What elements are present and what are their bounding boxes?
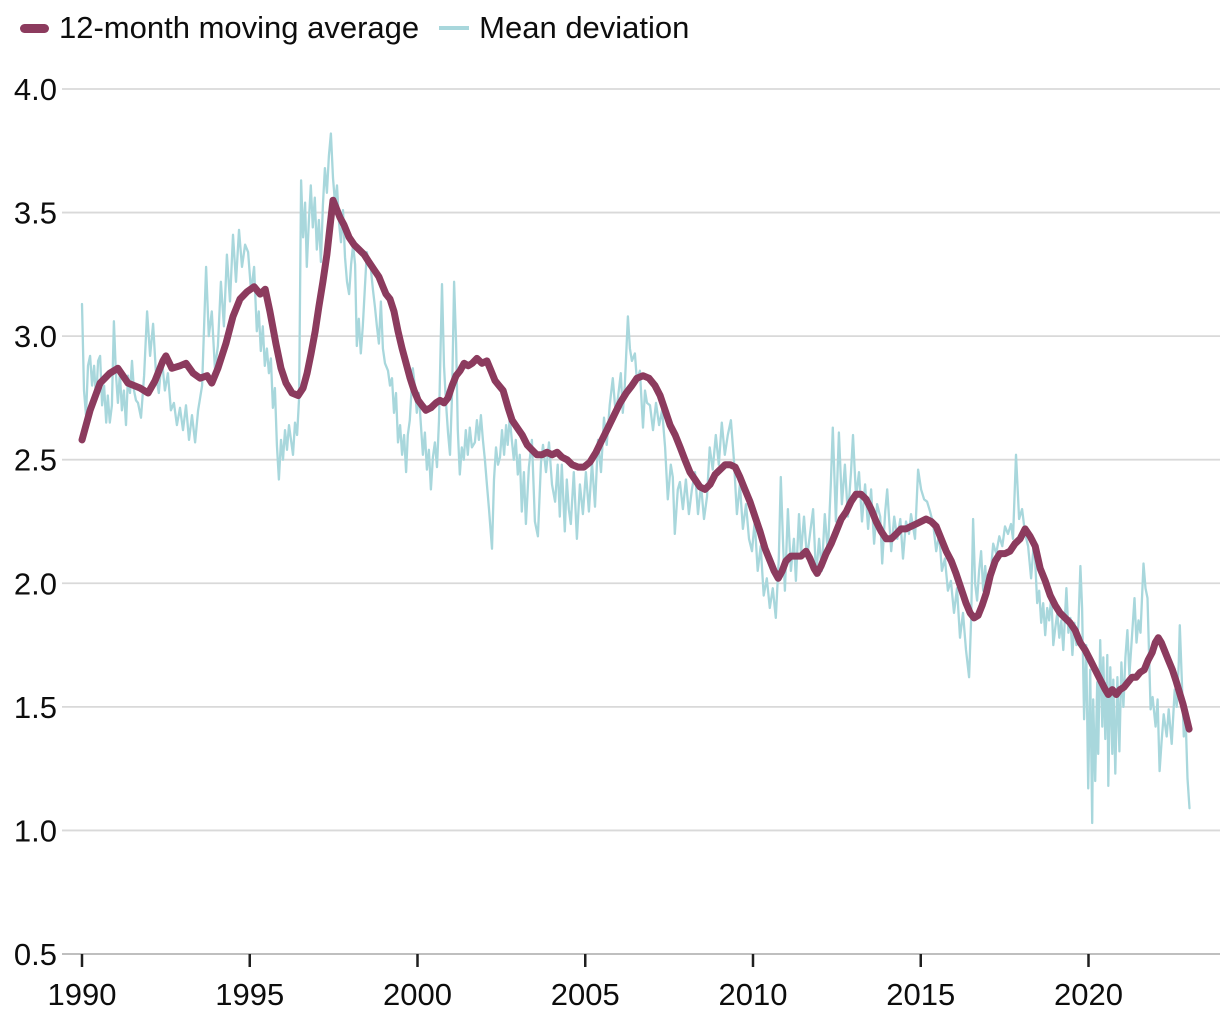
chart-legend: 12-month moving average Mean deviation <box>20 8 689 48</box>
x-tick-label: 1995 <box>215 977 284 1012</box>
moving-average-swatch-icon <box>20 23 49 33</box>
legend-item-moving-average: 12-month moving average <box>20 8 419 48</box>
legend-item-mean-deviation: Mean deviation <box>439 8 689 48</box>
x-tick-label: 2000 <box>383 977 452 1012</box>
x-axis: 1990 1995 2000 2005 2010 2015 2020 <box>48 953 1123 1012</box>
x-tick-label: 1990 <box>48 977 117 1012</box>
y-tick-label: 2.5 <box>14 443 57 478</box>
y-tick-label: 1.0 <box>14 813 57 848</box>
x-tick-label: 2005 <box>551 977 620 1012</box>
y-tick-label: 3.5 <box>14 196 57 231</box>
y-axis-labels: 0.5 1.0 1.5 2.0 2.5 3.0 3.5 4.0 <box>14 72 57 972</box>
x-tick-label: 2010 <box>719 977 788 1012</box>
x-tick-label: 2015 <box>886 977 955 1012</box>
y-tick-label: 1.5 <box>14 690 57 725</box>
mean-deviation-line <box>80 132 1191 825</box>
y-tick-label: 0.5 <box>14 937 57 972</box>
y-tick-label: 3.0 <box>14 319 57 354</box>
mean-deviation-swatch-icon <box>439 26 470 30</box>
x-tick-label: 2020 <box>1054 977 1123 1012</box>
gridlines <box>62 88 1220 955</box>
moving-average-line <box>78 196 1193 733</box>
legend-label: 12-month moving average <box>59 10 420 45</box>
legend-label: Mean deviation <box>479 10 690 45</box>
y-tick-label: 2.0 <box>14 566 57 601</box>
y-tick-label: 4.0 <box>14 72 57 107</box>
